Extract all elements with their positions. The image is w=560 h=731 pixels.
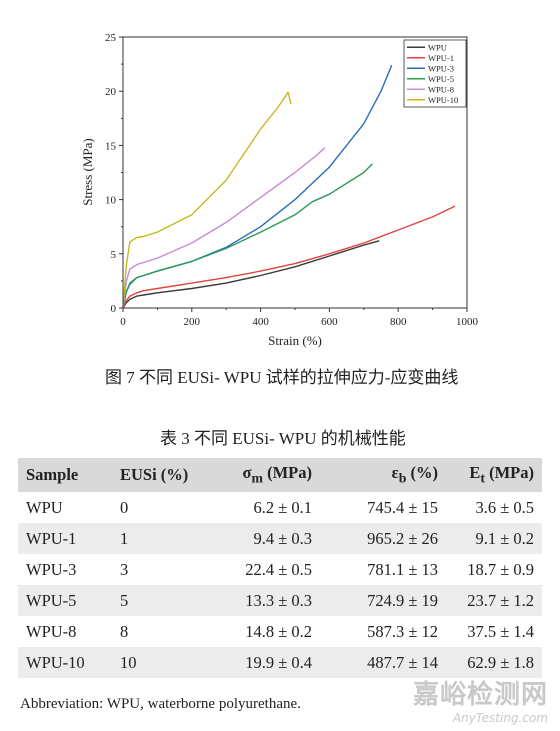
y-tick-label: 20 [105, 86, 117, 98]
series-line-wpu-1 [122, 205, 456, 309]
table-row: WPU-5 5 13.3 ± 0.3 724.9 ± 19 23.7 ± 1.2 [18, 585, 542, 616]
cell-epsilon: 587.3 ± 12 [367, 621, 438, 641]
modulus-symbol: E [469, 463, 481, 483]
cell-sample: WPU-5 [18, 585, 112, 616]
mechanical-properties-table: Sample EUSi (%) σm (MPa) εb (%) Et (MPa)… [18, 458, 542, 678]
cell-sigma: 19.9 ± 0.4 [214, 647, 320, 678]
cell-epsilon: 965.2 ± 26 [320, 523, 446, 554]
header-eusi: EUSi (%) [112, 458, 214, 492]
y-tick-label: 10 [105, 195, 117, 207]
cell-sample: WPU-8 [26, 621, 77, 641]
cell-sigma: 9.4 ± 0.3 [214, 523, 320, 554]
cell-modulus: 62.9 ± 1.8 [446, 647, 542, 678]
x-axis-label: Strain (%) [268, 333, 322, 348]
cell-epsilon: 745.4 ± 15 [367, 497, 438, 517]
legend-label: WPU-8 [428, 84, 454, 94]
epsilon-unit: (%) [406, 463, 439, 483]
cell-sample: WPU [26, 497, 63, 517]
cell-modulus: 37.5 ± 1.4 [467, 621, 534, 641]
modulus-unit: (MPa) [484, 463, 534, 483]
cell-sample: WPU-3 [26, 559, 77, 579]
y-axis-label: Stress (MPa) [80, 138, 95, 206]
epsilon-subscript: b [398, 470, 407, 486]
header-epsilon: εb (%) [320, 458, 446, 492]
y-tick-label: 25 [105, 32, 117, 44]
x-tick-label: 400 [252, 316, 269, 328]
stress-strain-chart: 0 200 400 600 800 1000 0 5 10 15 20 25 Strain (%) S… [80, 32, 479, 348]
cell-eusi: 8 [120, 621, 129, 641]
y-tick-label: 0 [111, 303, 117, 315]
sigma-symbol: σ [242, 463, 252, 483]
y-tick-label: 15 [105, 140, 117, 152]
table-row: WPU-10 10 19.9 ± 0.4 487.7 ± 14 62.9 ± 1… [18, 647, 542, 678]
series-line-wpu-8 [122, 147, 326, 309]
x-tick-label: 200 [184, 316, 201, 328]
sigma-subscript: m [251, 470, 263, 486]
x-tick-label: 600 [321, 316, 338, 328]
header-sigma: σm (MPa) [214, 458, 320, 492]
figure-caption: 图 7 不同 EUSi- WPU 试样的拉伸应力-应变曲线 [105, 368, 459, 387]
cell-epsilon: 781.1 ± 13 [367, 559, 438, 579]
cell-modulus: 23.7 ± 1.2 [446, 585, 542, 616]
cell-sigma: 14.8 ± 0.2 [245, 621, 312, 641]
cell-sample: WPU-1 [18, 523, 112, 554]
epsilon-symbol: ε [391, 463, 399, 483]
cell-modulus: 18.7 ± 0.9 [467, 559, 534, 579]
table-header-row: Sample EUSi (%) σm (MPa) εb (%) Et (MPa) [18, 458, 542, 492]
cell-sigma: 22.4 ± 0.5 [245, 559, 312, 579]
y-tick-label: 5 [111, 249, 117, 261]
cell-sigma: 6.2 ± 0.1 [253, 497, 312, 517]
cell-eusi: 5 [112, 585, 214, 616]
cell-sample: WPU-10 [18, 647, 112, 678]
x-tick-label: 1000 [456, 316, 479, 328]
legend-label: WPU-5 [428, 74, 454, 84]
cell-eusi: 1 [112, 523, 214, 554]
series-line-wpu-5 [122, 163, 373, 309]
cell-epsilon: 724.9 ± 19 [320, 585, 446, 616]
table-row: WPU-8 8 14.8 ± 0.2 587.3 ± 12 37.5 ± 1.4 [18, 616, 542, 647]
table-row: WPU-3 3 22.4 ± 0.5 781.1 ± 13 18.7 ± 0.9 [18, 554, 542, 585]
legend-label: WPU-1 [428, 53, 454, 63]
cell-sigma: 13.3 ± 0.3 [214, 585, 320, 616]
x-tick-label: 800 [390, 316, 407, 328]
series-line-wpu-10 [122, 91, 292, 309]
watermark-cn: 嘉峪检测网 [412, 680, 548, 710]
cell-modulus: 9.1 ± 0.2 [446, 523, 542, 554]
cell-epsilon: 487.7 ± 14 [320, 647, 446, 678]
x-tick-label: 0 [120, 316, 126, 328]
legend-box [403, 39, 467, 108]
cell-eusi: 3 [120, 559, 129, 579]
sigma-unit: (MPa) [262, 463, 312, 483]
modulus-subscript: t [480, 470, 485, 486]
cell-eusi: 10 [112, 647, 214, 678]
header-modulus: Et (MPa) [446, 458, 542, 492]
cell-modulus: 3.6 ± 0.5 [475, 497, 534, 517]
header-sample: Sample [18, 458, 112, 492]
table-row: WPU-1 1 9.4 ± 0.3 965.2 ± 26 9.1 ± 0.2 [18, 523, 542, 554]
legend-label: WPU-10 [428, 95, 458, 105]
abbreviation-note: Abbreviation: WPU, waterborne polyuretha… [20, 696, 301, 712]
watermark: 嘉峪检测网 AnyTesting.com [413, 674, 548, 725]
watermark-en: AnyTesting.com [452, 711, 548, 725]
cell-eusi: 0 [120, 497, 129, 517]
legend-label: WPU-3 [428, 63, 454, 73]
series-line-wpu [122, 240, 380, 309]
legend-label: WPU [428, 42, 447, 52]
table-row: WPU 0 6.2 ± 0.1 745.4 ± 15 3.6 ± 0.5 [18, 492, 542, 523]
table-caption: 表 3 不同 EUSi- WPU 的机械性能 [160, 429, 406, 448]
